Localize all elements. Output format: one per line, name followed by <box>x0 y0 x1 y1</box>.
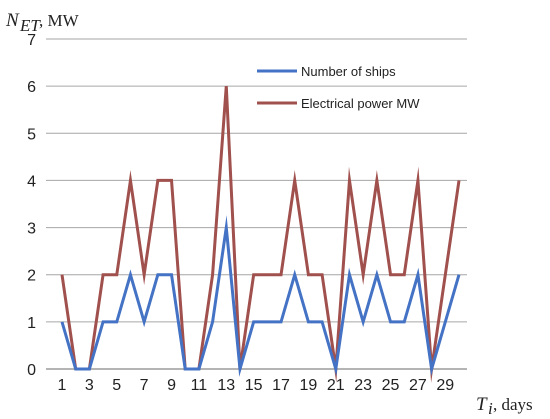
y-axis-title-subscript: ET <box>19 16 41 35</box>
x-axis-title-subscript: i <box>488 399 493 418</box>
y-axis-title-unit: , MW <box>39 11 80 30</box>
x-tick-label-7: 7 <box>140 377 149 394</box>
x-tick-label-25: 25 <box>382 377 400 394</box>
series-line-1 <box>60 86 461 383</box>
legend: Number of ships Electrical power MW <box>257 64 420 111</box>
x-tick-label-19: 19 <box>300 377 318 394</box>
legend-label-number-of-ships: Number of ships <box>301 64 396 79</box>
y-tick-label-4: 4 <box>27 173 36 190</box>
x-tick-label-5: 5 <box>112 377 121 394</box>
y-tick-label-6: 6 <box>27 79 36 96</box>
x-tick-label-3: 3 <box>85 377 94 394</box>
y-tick-label-7: 7 <box>27 32 36 49</box>
series-line-0 <box>60 215 461 377</box>
y-tick-label-0: 0 <box>27 362 36 379</box>
y-tick-labels: 0 1 2 3 4 5 6 7 <box>27 32 36 379</box>
x-tick-labels: 1 3 5 7 9 11 13 15 17 19 21 23 25 27 29 <box>58 377 455 394</box>
grid-lines <box>46 38 467 323</box>
x-tick-label-9: 9 <box>167 377 176 394</box>
y-tick-label-2: 2 <box>27 268 36 285</box>
y-tick-label-5: 5 <box>27 126 36 143</box>
x-tick-label-11: 11 <box>191 377 208 394</box>
x-tick-label-1: 1 <box>58 377 67 394</box>
x-tick-label-13: 13 <box>217 377 235 394</box>
series-lines <box>60 86 461 383</box>
x-tick-label-23: 23 <box>354 377 372 394</box>
y-axis-title-symbol: N <box>5 10 20 31</box>
y-tick-label-1: 1 <box>27 315 36 332</box>
x-axis-title: T i , days <box>476 394 533 418</box>
legend-label-electrical-power: Electrical power MW <box>301 96 420 111</box>
x-tick-label-21: 21 <box>327 377 345 394</box>
x-tick-label-15: 15 <box>245 377 263 394</box>
y-tick-label-3: 3 <box>27 221 36 238</box>
y-axis-title: N ET , MW <box>5 10 80 35</box>
x-axis-title-unit: , days <box>493 395 533 414</box>
x-axis-title-symbol: T <box>476 394 488 415</box>
x-tick-label-17: 17 <box>272 377 290 394</box>
x-tick-label-27: 27 <box>409 377 427 394</box>
x-tick-label-29: 29 <box>436 377 454 394</box>
